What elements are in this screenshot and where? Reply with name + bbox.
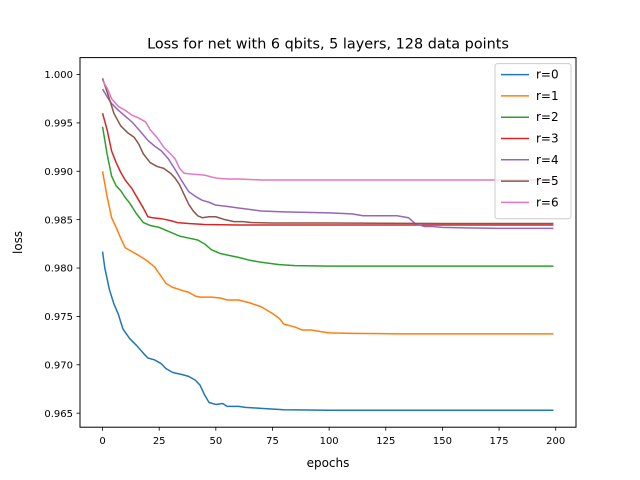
legend-label-1: r=1 <box>536 89 559 103</box>
x-tick-label: 75 <box>266 436 279 447</box>
y-tick-label: 0.980 <box>44 264 73 275</box>
legend-label-0: r=0 <box>536 68 559 82</box>
series-line-1 <box>101 171 554 335</box>
x-tick-label: 125 <box>376 436 395 447</box>
series-line-5 <box>101 78 554 225</box>
x-tick-label: 50 <box>209 436 222 447</box>
x-tick-label: 175 <box>490 436 509 447</box>
y-tick-label: 1.000 <box>44 70 73 81</box>
x-tick-label: 150 <box>433 436 452 447</box>
series-line-4 <box>101 88 554 230</box>
legend-label-5: r=5 <box>536 174 559 188</box>
legend-box <box>494 63 572 220</box>
legend-label-3: r=3 <box>536 132 559 146</box>
y-tick-label: 0.995 <box>44 119 73 130</box>
legend: r=0 r=1 r=2 r=3 r=4 r=5 r=6 <box>494 63 572 220</box>
x-axis-ticks: 0 25 50 75 100 125 150 175 200 <box>99 427 565 447</box>
x-tick-label: 25 <box>153 436 166 447</box>
y-tick-label: 0.970 <box>44 360 73 371</box>
plot-area <box>101 78 554 412</box>
series-line-6 <box>101 79 554 181</box>
y-tick-label: 0.990 <box>44 167 73 178</box>
x-axis-label: epochs <box>307 456 350 470</box>
y-tick-label: 0.985 <box>44 215 73 226</box>
legend-label-4: r=4 <box>536 153 559 167</box>
series-line-2 <box>101 126 554 267</box>
legend-label-6: r=6 <box>536 195 559 209</box>
y-axis-label: loss <box>11 231 25 254</box>
x-tick-label: 200 <box>546 436 565 447</box>
y-tick-label: 0.975 <box>44 312 73 323</box>
chart-title: Loss for net with 6 qbits, 5 layers, 128… <box>147 37 509 53</box>
series-line-3 <box>101 113 554 226</box>
axes-frame <box>79 57 577 428</box>
y-axis-ticks: 0.965 0.970 0.975 0.980 0.985 0.990 0.995 1.000 <box>44 70 80 420</box>
y-tick-label: 0.965 <box>44 409 73 420</box>
x-tick-label: 0 <box>99 436 105 447</box>
legend-label-2: r=2 <box>536 110 559 124</box>
x-tick-label: 100 <box>320 436 339 447</box>
series-line-0 <box>101 251 554 412</box>
